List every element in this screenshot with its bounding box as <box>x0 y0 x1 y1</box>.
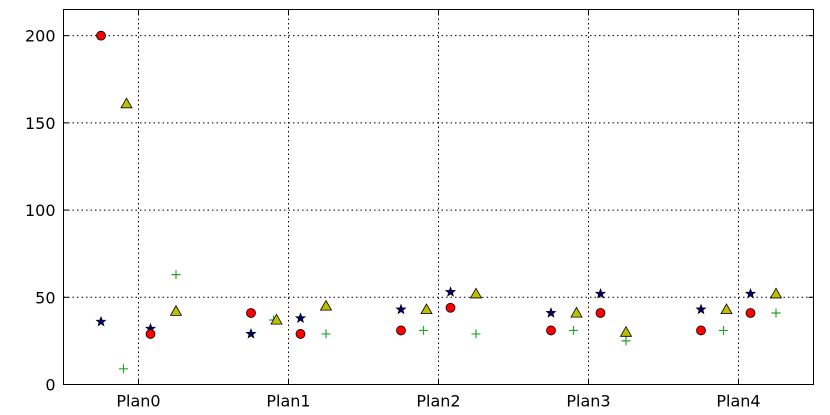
data-point-star <box>695 303 707 315</box>
data-point-triangle <box>769 287 783 299</box>
data-point-circle <box>595 308 606 318</box>
data-point-star <box>395 303 407 315</box>
data-point-circle <box>145 329 156 339</box>
data-point-circle <box>696 325 706 336</box>
y-tick-label: 100 <box>25 201 56 220</box>
data-point-plus <box>771 308 781 318</box>
data-point-star <box>245 328 257 339</box>
data-point-star <box>594 287 607 299</box>
data-point-circle <box>96 30 106 41</box>
y-tick-label: 50 <box>35 288 55 307</box>
y-tick-label: 200 <box>25 27 56 46</box>
data-point-triangle <box>120 97 133 109</box>
data-point-star <box>294 312 307 323</box>
data-point-circle <box>295 329 306 339</box>
data-point-triangle <box>619 325 633 337</box>
data-point-star <box>545 307 557 318</box>
data-point-triangle <box>420 303 433 315</box>
data-point-triangle <box>469 287 483 299</box>
data-points <box>95 30 783 374</box>
data-point-circle <box>445 302 456 313</box>
data-point-star <box>744 287 757 299</box>
data-point-plus <box>569 325 578 335</box>
x-tick-label: Plan1 <box>266 392 310 411</box>
data-point-plus <box>471 329 481 339</box>
x-tick-label: Plan4 <box>716 392 760 411</box>
data-point-plus <box>171 270 181 280</box>
data-point-plus <box>621 336 631 346</box>
data-point-plus <box>119 364 128 374</box>
data-point-plus <box>419 325 428 335</box>
x-tick-label: Plan0 <box>116 392 160 411</box>
data-point-triangle <box>319 299 333 311</box>
x-axis-tick-labels: Plan0 Plan1 Plan2 Plan3 Plan4 <box>116 392 760 411</box>
data-point-circle <box>246 308 256 318</box>
grid <box>63 9 814 385</box>
data-point-triangle <box>270 313 283 325</box>
y-axis-tick-labels: 0 50 100 150 200 <box>25 27 56 395</box>
data-point-triangle <box>169 304 183 316</box>
x-tick-label: Plan2 <box>416 392 460 411</box>
x-tick-label: Plan3 <box>566 392 610 411</box>
axis-ticks <box>63 9 814 385</box>
data-point-plus <box>719 325 728 335</box>
y-tick-label: 0 <box>45 376 55 395</box>
data-point-circle <box>745 308 756 318</box>
y-tick-label: 150 <box>25 114 56 133</box>
data-point-triangle <box>720 303 733 315</box>
data-point-triangle <box>570 306 583 318</box>
data-point-circle <box>546 325 556 336</box>
data-point-star <box>95 315 107 327</box>
data-point-star <box>444 286 457 297</box>
data-point-plus <box>321 329 331 339</box>
data-point-circle <box>396 325 406 336</box>
